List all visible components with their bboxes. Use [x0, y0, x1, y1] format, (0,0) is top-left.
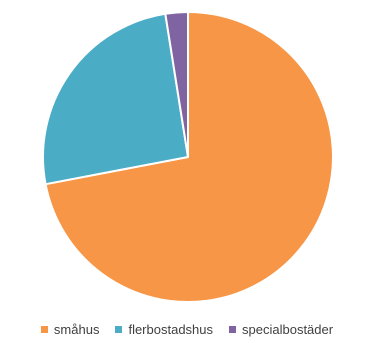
- legend-swatch-flerbostadshus: [115, 326, 123, 333]
- pie-slice-smahus: [44, 11, 334, 303]
- pie-slice-flerbostadshus: [42, 12, 189, 186]
- legend-swatch-smahus: [40, 326, 48, 333]
- legend-label-specialbostader: specialbostäder: [242, 322, 334, 337]
- legend-label-flerbostadshus: flerbostadshus: [128, 322, 214, 337]
- legend-item-smahus: småhus: [40, 322, 100, 337]
- legend-item-specialbostader: specialbostäder: [229, 322, 333, 337]
- pie-slice-specialbostader: [164, 11, 189, 158]
- legend-swatch-specialbostader: [229, 326, 237, 333]
- legend-item-flerbostadshus: flerbostadshus: [115, 322, 213, 337]
- legend-label-smahus: småhus: [53, 322, 100, 337]
- legend: småhus flerbostadshus specialbostäder: [0, 322, 374, 337]
